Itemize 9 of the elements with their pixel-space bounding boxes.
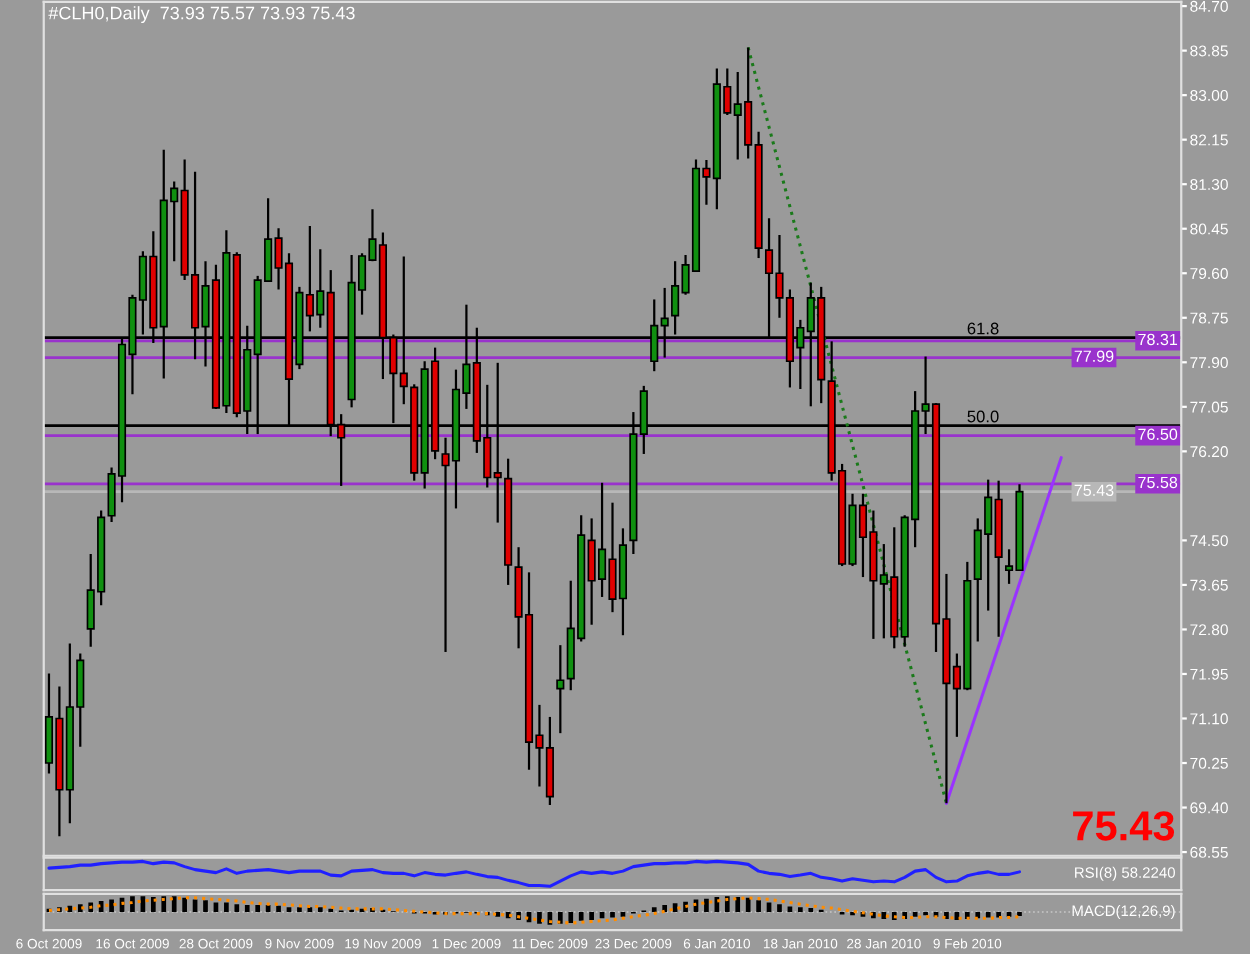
annotation: 61.8 <box>967 322 999 335</box>
ref-line-label: 77.99 <box>1074 350 1114 362</box>
ref-line-label: 78.31 <box>1138 333 1178 346</box>
annotation: 50.0 <box>967 410 999 423</box>
ref-line-label: 75.58 <box>1138 476 1178 489</box>
ref-line-label: 75.43 <box>1074 484 1114 497</box>
annotation: 75.43 <box>1073 811 1175 841</box>
chart-title: #CLH0,Daily 73.93 75.57 73.93 75.43 <box>48 6 355 24</box>
ref-line-label: 76.50 <box>1138 428 1178 440</box>
